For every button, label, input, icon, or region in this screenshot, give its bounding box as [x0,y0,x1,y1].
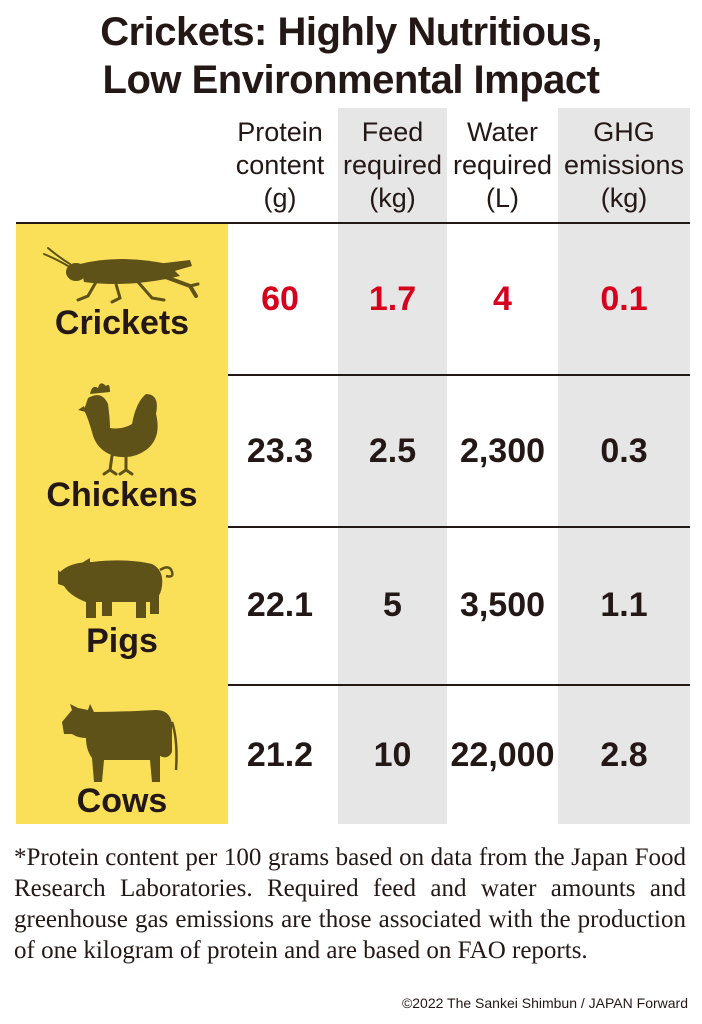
chicken-icon [78,383,158,476]
cell-pigs-protein: 22.1 [246,586,314,624]
chart-title-line2: Low Environmental Impact [102,58,600,102]
header-protein: Protein content (g) [235,117,325,213]
row-divider [228,684,690,686]
cell-cows-protein: 21.2 [246,736,314,774]
row-label-pigs: Pigs [86,622,158,660]
copyright: ©2022 The Sankei Shimbun / JAPAN Forward [401,995,688,1011]
cell-cows-ghg: 2.8 [600,736,648,774]
cell-crickets-protein: 60 [261,280,299,318]
cell-chickens-feed: 2.5 [368,432,417,470]
cell-crickets-feed: 1.7 [368,280,417,318]
row-divider [228,374,690,376]
cell-pigs-water: 3,500 [459,586,546,624]
pig-icon [58,558,174,618]
cell-crickets-water: 4 [493,280,512,318]
feed-column-shade [338,108,447,824]
cell-crickets-ghg: 0.1 [600,280,648,318]
chart-title-line1: Crickets: Highly Nutritious, [100,10,602,54]
header-feed: Feed required (kg) [342,117,443,213]
row-label-cows: Cows [76,782,168,820]
row-divider [228,526,690,528]
ghg-column-shade [558,108,690,824]
cell-chickens-protein: 23.3 [246,432,314,470]
cell-chickens-water: 2,300 [459,432,546,470]
cell-chickens-ghg: 0.3 [600,432,648,470]
footnote: *Protein content per 100 grams based on … [14,844,686,964]
cell-cows-water: 22,000 [450,736,555,774]
cricket-icon [43,247,200,304]
cow-icon [62,704,178,782]
header-water: Water required (L) [452,117,553,213]
cell-cows-feed: 10 [373,736,412,774]
cell-pigs-ghg: 1.1 [600,586,648,624]
cell-pigs-feed: 5 [383,586,402,624]
header-ghg: GHG emissions (kg) [563,117,685,213]
row-label-chickens: Chickens [46,476,198,514]
row-divider [16,222,690,224]
row-label-crickets: Crickets [54,304,190,342]
